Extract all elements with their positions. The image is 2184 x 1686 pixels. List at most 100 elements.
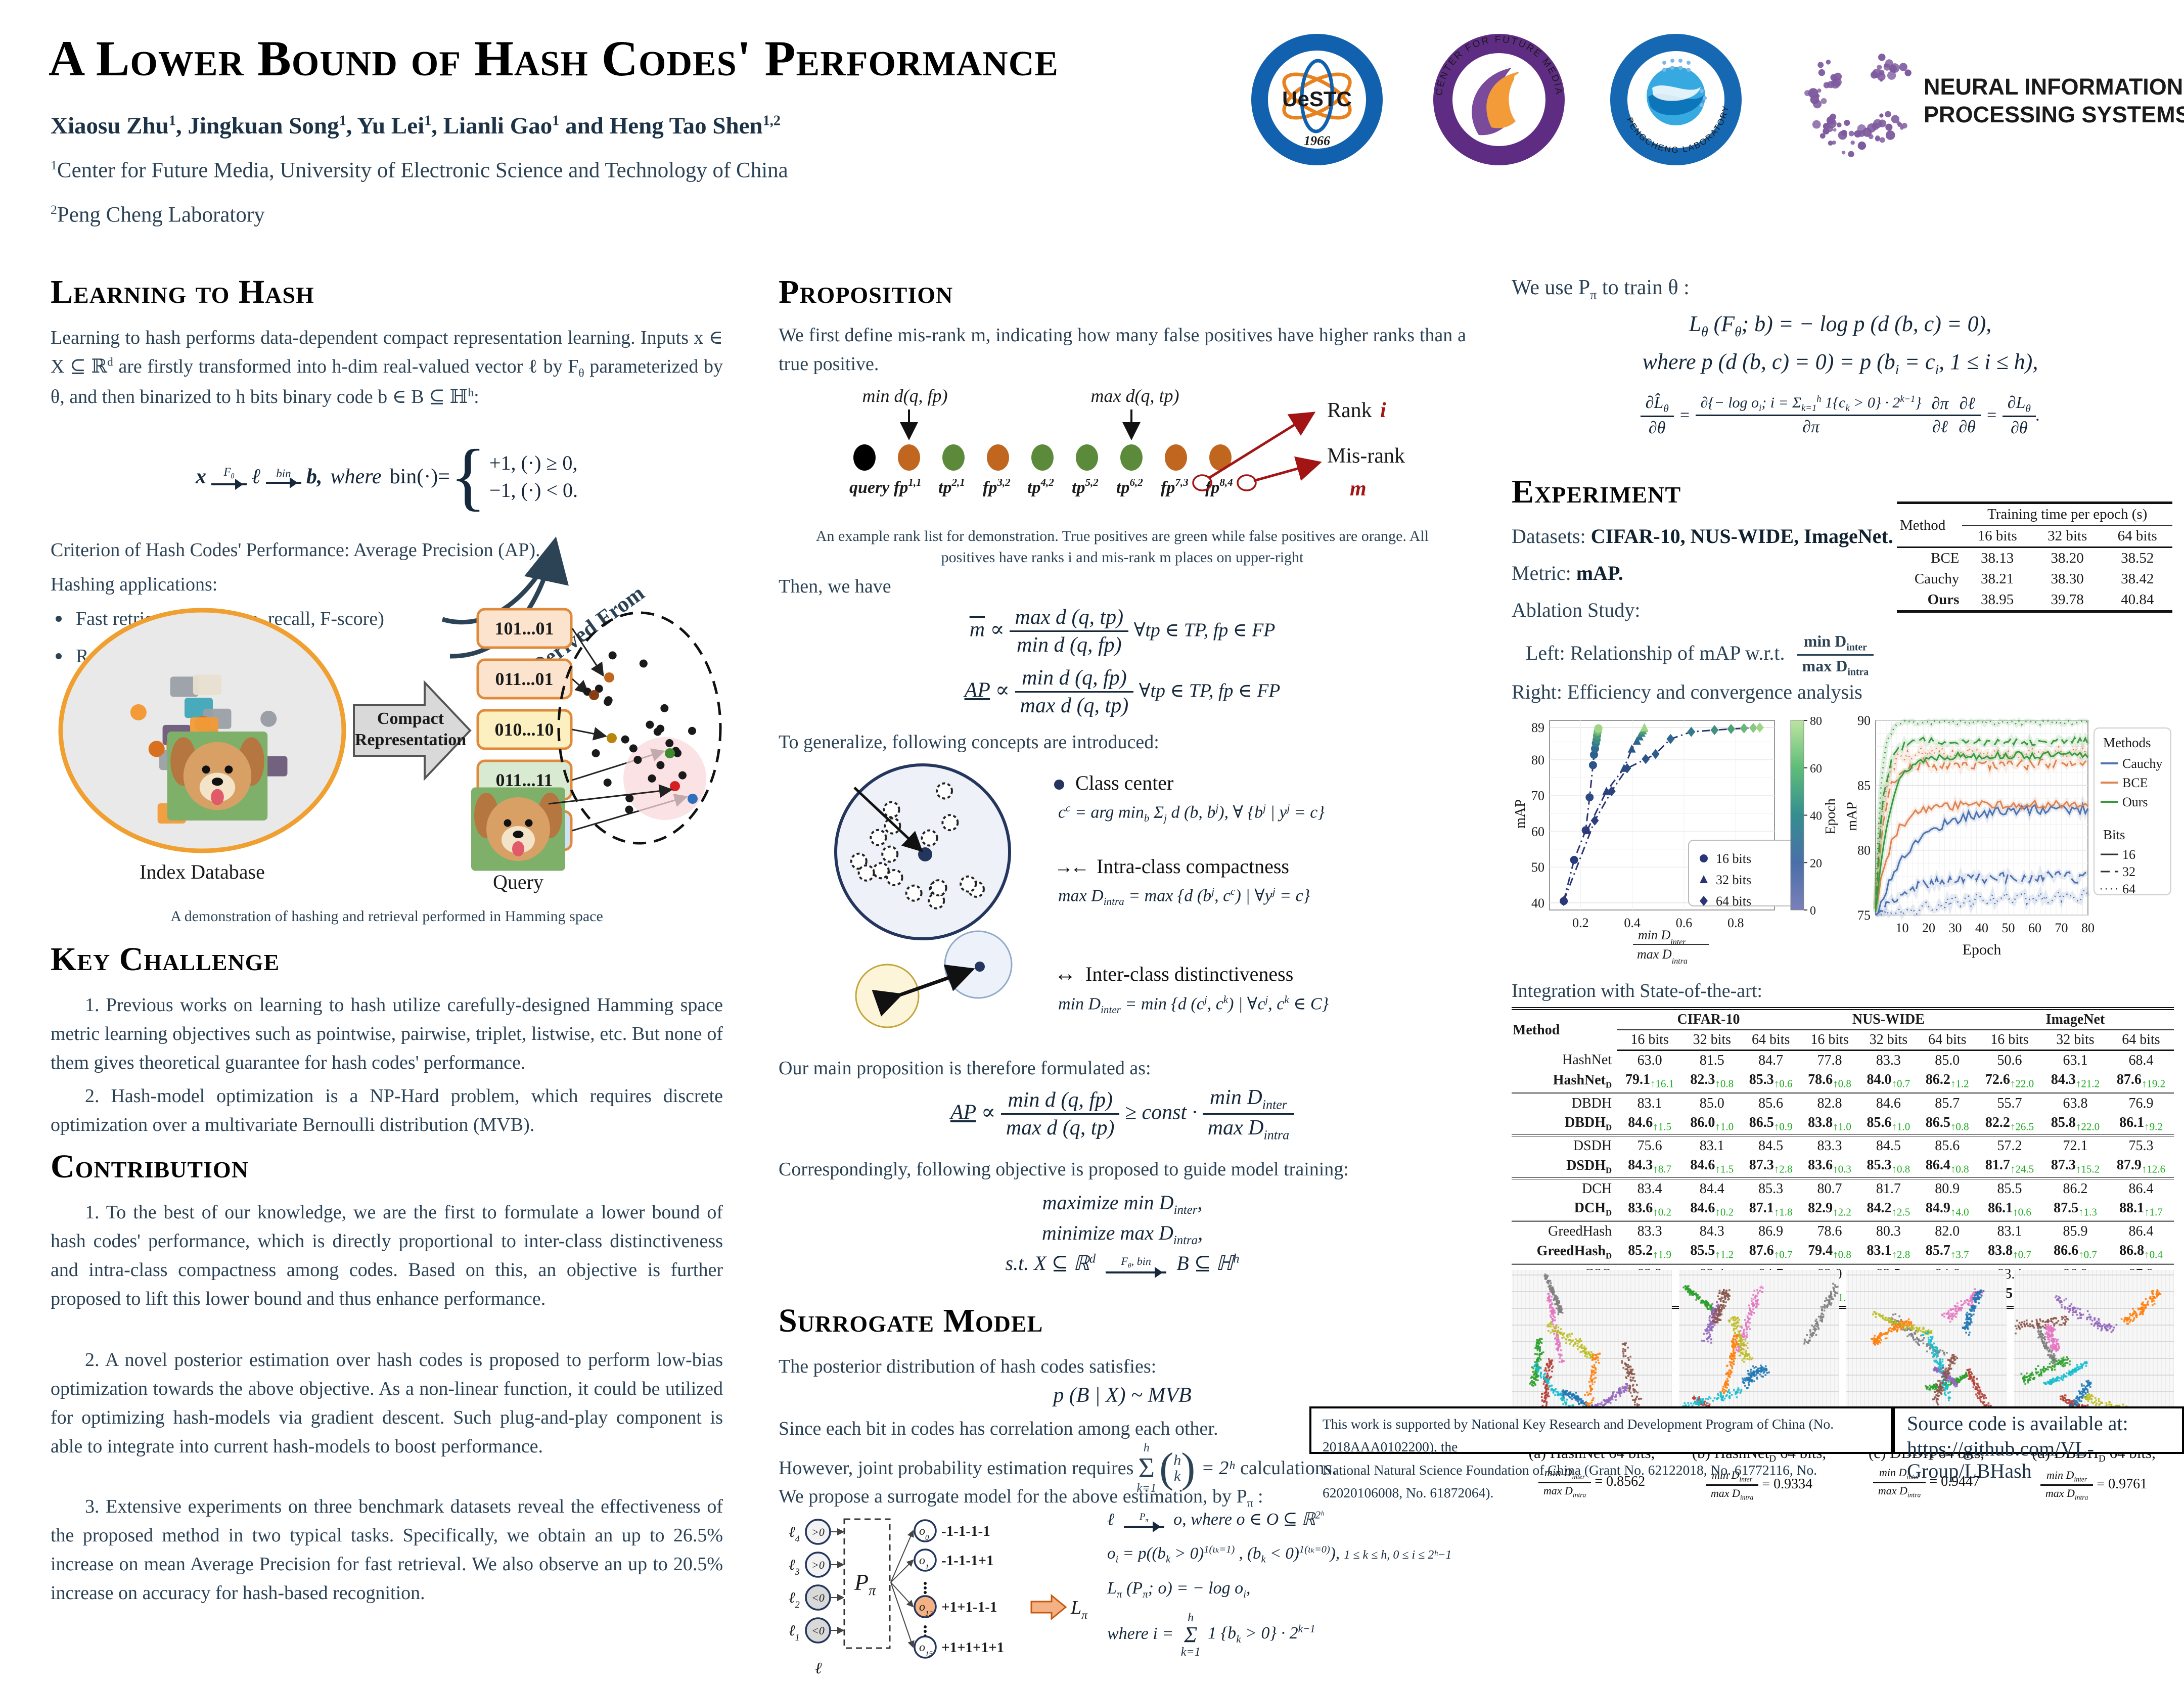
tsne-point <box>1539 1339 1541 1341</box>
tsne-point <box>1688 1289 1690 1291</box>
tsne-point <box>1919 1327 1921 1329</box>
m-frac: max d (q, tp)min d (q, fp) <box>1010 604 1128 659</box>
tsne-point <box>1932 1386 1934 1388</box>
tsne-point <box>1872 1313 1874 1315</box>
tsne-point <box>1612 1398 1614 1400</box>
tsne-point <box>1707 1302 1709 1304</box>
tsne-point <box>2026 1376 2028 1378</box>
surrogate-f4-post: 1 {bk > 0} · 2k−1 <box>1208 1624 1315 1643</box>
tsne-point <box>2056 1339 2058 1341</box>
sota-value-cell: 84.5 <box>1741 1135 1800 1156</box>
tsne-point <box>1731 1358 1733 1360</box>
hash-code-label: 011...11 <box>495 770 553 790</box>
tsne-point <box>1723 1301 1725 1303</box>
tsne-point <box>1936 1384 1938 1386</box>
tsne-point <box>1905 1325 1907 1327</box>
tsne-point <box>1979 1393 1981 1395</box>
tsne-point <box>2087 1404 2089 1406</box>
sota-value-cell: 84.2↑2.5 <box>1859 1199 1918 1221</box>
tsne-point <box>1604 1399 1606 1401</box>
tsne-point <box>1701 1340 1703 1342</box>
tsne-point <box>1977 1295 1979 1297</box>
tsne-point <box>1599 1353 1601 1355</box>
tsne-point <box>2058 1347 2060 1349</box>
tsne-point <box>1978 1386 1980 1388</box>
tsne-point <box>1811 1325 1813 1327</box>
tsne-point <box>1749 1356 1751 1358</box>
tsne-point <box>1874 1335 1876 1337</box>
tsne-point <box>1594 1381 1596 1383</box>
neurips-dot <box>1841 130 1847 136</box>
tsne-point <box>2051 1332 2053 1334</box>
tsne-point <box>1734 1339 1736 1341</box>
tsne-point <box>1743 1329 1745 1331</box>
tsne-point <box>1618 1392 1620 1394</box>
y-tick-label: 80 <box>1857 843 1871 858</box>
tsne-point <box>2042 1369 2044 1371</box>
tsne-point <box>1619 1387 1621 1389</box>
neurips-logo: NEURAL INFORMATION PROCESSING SYSTEMS <box>1795 31 2184 173</box>
neurips-dots-icon <box>1804 54 1912 157</box>
tsne-point <box>2079 1317 2081 1319</box>
tsne-point <box>1566 1335 1568 1337</box>
neurips-dot <box>1817 62 1824 68</box>
tsne-point <box>1916 1327 1918 1329</box>
tsne-point <box>2037 1330 2039 1332</box>
paren-icon: ) <box>1181 1451 1195 1485</box>
tsne-point <box>1726 1394 1728 1396</box>
grad-lhs-num: ∂L̂θ <box>1641 392 1674 417</box>
tsne-point <box>1718 1298 1720 1300</box>
tsne-point <box>1546 1363 1549 1365</box>
tsne-point <box>1908 1334 1910 1336</box>
tsne-point <box>1747 1342 1749 1344</box>
tsne-point <box>1580 1345 1582 1347</box>
m-cond: ∀tp ∈ TP, fp ∈ FP <box>1134 619 1276 641</box>
tsne-point <box>1705 1330 1707 1332</box>
tsne-point <box>1953 1308 1955 1310</box>
tsne-point <box>2051 1366 2053 1369</box>
tsne-point <box>1887 1317 1889 1319</box>
tsne-point <box>1940 1366 1942 1369</box>
colorbar-tick-label: 80 <box>1810 715 1822 728</box>
tsne-point <box>1946 1352 1948 1354</box>
rank-dot-label: fp7,3​ <box>1161 476 1189 497</box>
tsne-point <box>1728 1298 1730 1300</box>
sota-value-cell: 85.7↑3.7 <box>1918 1241 1977 1264</box>
tsne-point <box>1707 1304 1709 1306</box>
tsne-point <box>1893 1324 1895 1326</box>
tsne-point <box>1973 1383 1975 1385</box>
tsne-point <box>2083 1385 2085 1387</box>
tsne-point <box>1717 1295 1719 1297</box>
tsne-point <box>1731 1368 1733 1370</box>
input-op-label: >0 <box>811 1526 825 1538</box>
tsne-point <box>2089 1316 2091 1318</box>
tsne-point <box>1979 1293 1981 1295</box>
tsne-point <box>1632 1377 1634 1379</box>
propto: ∝ <box>995 678 1010 702</box>
sota-value-cell: 86.4 <box>2108 1178 2174 1199</box>
hamming-dot <box>648 774 656 783</box>
ap-formula: AP ∝ min d (q, fp)max d (q, tp) ∀tp ∈ TP… <box>779 665 1466 719</box>
tsne-point <box>1968 1318 1970 1320</box>
tsne-point <box>1935 1346 1937 1348</box>
tsne-point <box>1960 1377 1962 1379</box>
tsne-point <box>2030 1374 2032 1376</box>
tsne-point <box>1880 1342 1882 1344</box>
sota-value-cell: 85.6 <box>1741 1093 1800 1113</box>
tsne-point <box>1682 1287 1685 1289</box>
tsne-point <box>1943 1312 1945 1314</box>
tsne-point <box>1554 1394 1556 1396</box>
tsne-point <box>2113 1327 2115 1329</box>
sota-value-cell: 83.3 <box>1859 1051 1918 1071</box>
tsne-point <box>1739 1355 1741 1357</box>
tsne-point <box>1938 1387 1940 1389</box>
vdots-icon <box>924 1591 927 1594</box>
tsne-point <box>1552 1319 1554 1322</box>
tsne-point <box>1934 1391 1936 1393</box>
y-tick-label: 89 <box>1531 720 1544 735</box>
tsne-point <box>1731 1364 1733 1366</box>
tsne-point <box>1710 1342 1712 1344</box>
x-tick-label: 60 <box>2028 921 2041 935</box>
